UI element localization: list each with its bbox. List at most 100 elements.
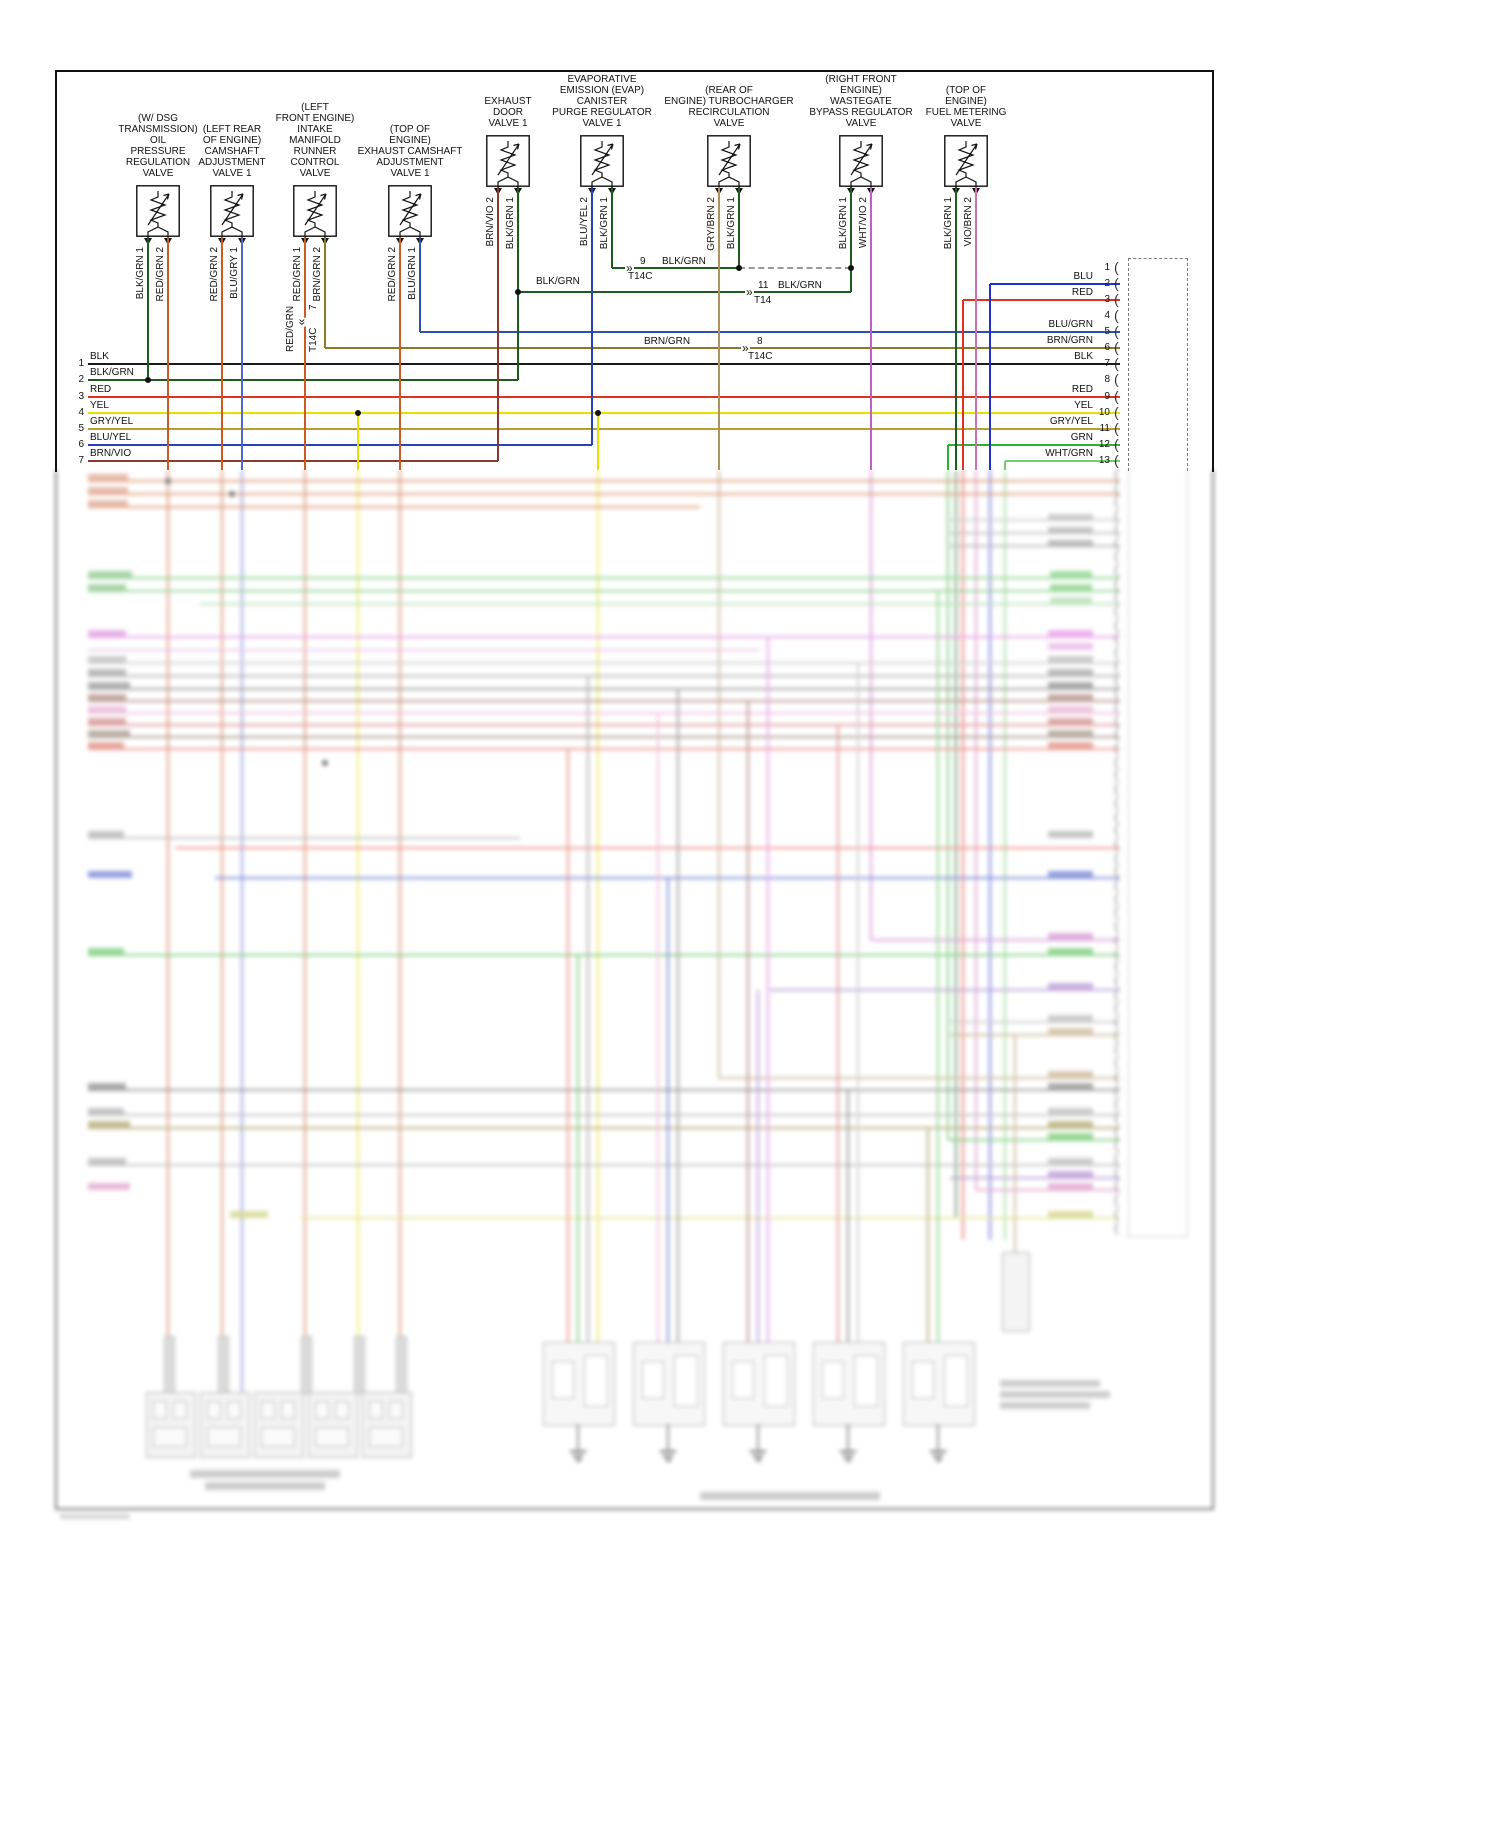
component-label: (LEFT FRONT ENGINE) INTAKE MANIFOLD RUNNER CO…: [240, 102, 390, 179]
connector-break-marker: »: [741, 341, 750, 355]
connector-pin-socket-icon: (: [1114, 807, 1119, 824]
wire: [667, 878, 669, 1342]
ground-symbol: [840, 1450, 856, 1453]
solenoid-valve-symbol: [839, 135, 883, 192]
blurred-text: [88, 656, 126, 663]
connector-pin-socket-icon: (: [1114, 1040, 1119, 1057]
blurred-text: [1048, 1108, 1093, 1115]
wire-label: 9: [640, 256, 646, 267]
wire: [947, 470, 949, 1140]
blurred-text: [88, 706, 126, 713]
wire: [88, 1089, 1120, 1091]
component-label-line: VALVE 1: [212, 168, 252, 179]
wire-label: BLK/GRN: [662, 256, 706, 267]
blurred-text: [1048, 694, 1093, 701]
wire-label: 8: [757, 336, 763, 347]
component-label-line: (LEFT: [301, 102, 329, 113]
wire: [88, 1114, 1120, 1116]
coil-inner-box: [732, 1361, 754, 1399]
wire: [871, 939, 1120, 941]
blurred-text: [1048, 1083, 1093, 1090]
wire: [597, 470, 599, 1342]
connector-pin-socket-icon: (: [1114, 323, 1119, 339]
blurred-text: [88, 1108, 124, 1115]
blurred-text: [230, 1211, 268, 1218]
wire-label: BLK/GRN: [778, 280, 822, 291]
wire-color-label: RED: [90, 384, 112, 395]
component-label-line: VALVE: [845, 118, 877, 129]
wire: [88, 480, 1120, 482]
blurred-text: [88, 730, 130, 737]
wire: [757, 1424, 759, 1450]
wire: [399, 470, 401, 1392]
connector-pin-socket-icon: (: [1114, 307, 1119, 323]
component-label: (TOP OF ENGINE) EXHAUST CAMSHAFT ADJUSTMENT…: [335, 124, 485, 179]
connector-pin-socket-icon: (: [1114, 697, 1119, 714]
blurred-text: [88, 500, 128, 507]
wire: [757, 990, 759, 1342]
component-label-line: BYPASS REGULATOR: [809, 107, 913, 118]
component-label-line: PRESSURE: [130, 146, 186, 157]
blurred-text: [1050, 584, 1092, 591]
wire-number: 7: [78, 455, 84, 466]
connector-break-marker: »: [625, 261, 634, 275]
ecm-connector-dashed-outline: [1128, 258, 1188, 471]
component-label-line: DOOR: [493, 107, 523, 118]
wire: [947, 445, 949, 470]
blurred-text: [88, 871, 132, 878]
solenoid-valve-symbol: [210, 185, 254, 242]
component-label-line: PURGE REGULATOR: [552, 107, 652, 118]
connector-strip: [164, 1336, 175, 1394]
component-label-line: VALVE 1: [390, 168, 430, 179]
wire: [950, 1177, 1120, 1179]
connector-pin-socket-icon: (: [1114, 355, 1119, 371]
connector-pin-socket-icon: (: [1114, 506, 1119, 523]
wire: [88, 444, 592, 446]
wire: [847, 1424, 849, 1450]
connector-pin-socket-icon: (: [1114, 452, 1119, 468]
junction-dot: [736, 265, 742, 271]
component-label-line: OF ENGINE): [202, 135, 262, 146]
component-label-line: TRANSMISSION): [118, 124, 198, 135]
blurred-text: [88, 1083, 126, 1090]
solenoid-valve-symbol: [707, 135, 751, 192]
component-label-line: (TOP OF: [945, 85, 987, 96]
component-label-line: EXHAUST CAMSHAFT: [357, 146, 463, 157]
blurred-text: [205, 1482, 325, 1490]
wire: [175, 847, 1120, 849]
blurred-text: [1000, 1380, 1100, 1387]
component-label-line: VALVE: [142, 168, 174, 179]
coil-inner-box: [822, 1361, 844, 1399]
component-label-line: VALVE: [950, 118, 982, 129]
coil-inner-box: [642, 1361, 664, 1399]
wire: [357, 413, 359, 470]
blurred-text: [1048, 669, 1093, 676]
connector-cavity: [153, 1427, 187, 1447]
connector-pin-socket-icon: (: [1114, 684, 1119, 701]
ground-symbol: [660, 1450, 676, 1453]
component-label-line: VALVE 1: [582, 118, 622, 129]
valve-resistor-icon: [839, 135, 883, 187]
wire: [1004, 470, 1006, 1240]
valve-resistor-icon: [388, 185, 432, 237]
connector-pin-socket-icon: (: [1114, 436, 1119, 452]
blurred-text: [88, 1158, 126, 1165]
wire: [88, 577, 1120, 579]
wire-number: 4: [78, 407, 84, 418]
wire: [870, 187, 872, 470]
wire: [200, 603, 1120, 605]
wire-number: 1: [78, 358, 84, 369]
wire: [738, 187, 740, 268]
connector-pin-socket-icon: (: [1114, 519, 1119, 536]
coil-inner-box: [552, 1361, 574, 1399]
wire: [167, 237, 169, 470]
blurred-text: [1048, 1071, 1093, 1078]
component-label-line: EXHAUST: [484, 96, 532, 107]
component-label-line: ADJUSTMENT: [376, 157, 444, 168]
wire: [1005, 460, 1120, 462]
wire: [88, 412, 1120, 414]
wire: [948, 1139, 1120, 1141]
wire: [88, 590, 1120, 592]
connector-pin-socket-icon: (: [1114, 615, 1119, 632]
